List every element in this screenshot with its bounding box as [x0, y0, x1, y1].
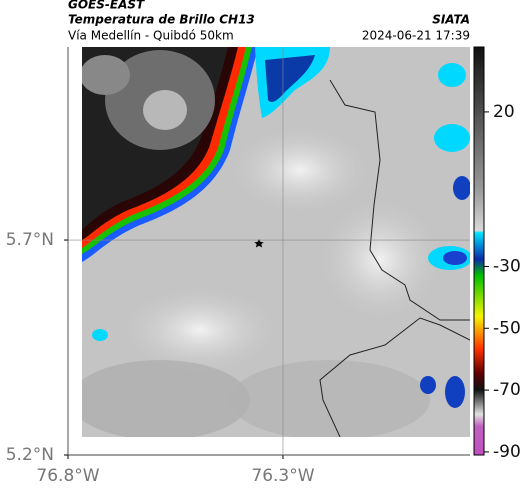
- satellite-image: [82, 47, 470, 437]
- colorbar-tick-label: -50: [493, 318, 521, 338]
- y-tick-label: 5.2°N: [6, 445, 54, 465]
- y-tick-label: 5.7°N: [6, 230, 54, 250]
- colorbar-tick-label: -70: [493, 380, 521, 400]
- timestamp: 2024-06-21 17:39: [362, 29, 470, 43]
- x-tick-label: 76.3°W: [251, 466, 314, 486]
- product: Temperatura de Brillo CH13: [68, 13, 255, 27]
- colorbar-tick-label: -30: [493, 256, 521, 276]
- credit: SIATA: [432, 13, 470, 27]
- region: Vía Medellín - Quibdó 50km: [68, 29, 234, 43]
- agency: GOES-EAST: [68, 0, 145, 12]
- colorbar-tick-label: 20: [493, 102, 515, 122]
- location-marker: [254, 239, 264, 248]
- colorbar-tick-label: -90: [493, 442, 521, 462]
- x-tick-label: 76.8°W: [36, 466, 99, 486]
- colorbar: [473, 46, 485, 456]
